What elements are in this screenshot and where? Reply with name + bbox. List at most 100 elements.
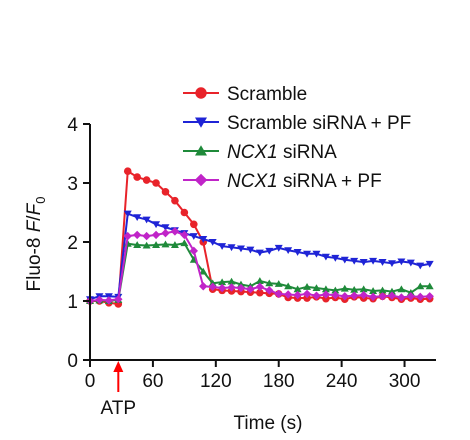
data-point [255, 277, 264, 284]
y-tick-label: 2 [67, 233, 78, 254]
data-point [208, 239, 217, 246]
atp-arrow-head [113, 361, 124, 372]
series-3 [85, 227, 434, 306]
data-point [190, 220, 198, 229]
data-point [180, 230, 189, 240]
y-axis-title-f0: F [24, 202, 45, 215]
y-tick-label: 1 [67, 292, 78, 313]
data-point [387, 291, 397, 300]
data-point [274, 280, 283, 287]
data-point [369, 287, 378, 294]
data-point [208, 282, 217, 292]
data-point [161, 240, 170, 248]
data-point [151, 230, 161, 240]
legend-item-0: Scramble [183, 84, 307, 105]
data-point [340, 292, 349, 301]
data-point [142, 231, 151, 241]
data-point [378, 286, 387, 294]
y-axis-title-f: F [24, 219, 45, 232]
legend-label: Scramble siRNA + PF [227, 113, 411, 134]
data-point [284, 282, 293, 290]
x-axis-title: Time (s) [234, 413, 303, 434]
data-point [218, 243, 227, 250]
data-point [199, 236, 208, 243]
data-point [170, 227, 180, 236]
data-point [123, 231, 132, 241]
data-point [133, 173, 141, 181]
data-point [274, 289, 283, 299]
data-point [217, 283, 227, 293]
data-point [340, 284, 349, 292]
data-point [133, 241, 142, 248]
data-point [152, 221, 161, 229]
data-point [255, 282, 265, 292]
y-axis-title-prefix: Fluo-8 [24, 232, 45, 291]
atp-label: ATP [101, 398, 137, 419]
data-point [368, 292, 378, 302]
x-tick-label: 60 [142, 371, 163, 392]
x-tick-label: 0 [85, 371, 96, 392]
data-point [378, 259, 387, 266]
data-point [416, 292, 425, 302]
y-axis-title-slash: / [24, 215, 45, 221]
data-point [331, 286, 340, 294]
data-point [350, 257, 359, 265]
data-point [180, 208, 189, 217]
data-point [284, 247, 293, 255]
data-point [416, 282, 425, 290]
data-point [274, 244, 283, 252]
data-point [406, 259, 415, 267]
y-tick-label: 4 [67, 115, 78, 136]
data-point [397, 293, 406, 302]
data-point [387, 287, 396, 295]
data-point [227, 244, 236, 252]
data-point [340, 256, 349, 264]
data-point [199, 267, 208, 275]
data-point [142, 216, 151, 224]
data-point [312, 250, 321, 258]
legend-label: Scramble [227, 84, 307, 105]
series-1 [86, 210, 434, 304]
data-point [265, 247, 274, 255]
x-tick-label: 300 [389, 371, 421, 392]
data-point [161, 188, 170, 196]
data-point [199, 282, 208, 291]
data-point [359, 290, 368, 300]
y-tick-label: 0 [67, 351, 78, 372]
data-point [95, 295, 104, 305]
data-point [114, 295, 123, 304]
data-point [312, 291, 321, 300]
data-point [350, 291, 359, 300]
data-point [170, 241, 179, 248]
data-point [255, 249, 264, 257]
legend-label: NCX1 siRNA + PF [227, 171, 382, 192]
data-point [312, 284, 321, 292]
data-point [227, 277, 236, 285]
legend-item-3: NCX1 siRNA + PF [183, 171, 382, 192]
data-point [133, 214, 142, 222]
data-point [425, 260, 434, 268]
data-point [246, 285, 255, 294]
data-point [265, 279, 274, 287]
data-point [397, 285, 406, 293]
axes: 0 1 2 3 4 0 60 120 180 240 300 [67, 115, 436, 392]
data-point [293, 285, 302, 293]
data-point [369, 257, 378, 265]
data-point [359, 259, 368, 266]
data-point [331, 290, 340, 300]
data-point [180, 239, 189, 247]
data-point [161, 224, 170, 232]
data-point [425, 292, 434, 301]
data-point [123, 167, 132, 175]
data-point [416, 262, 425, 270]
annotation: ATP [101, 361, 137, 419]
data-point [303, 283, 312, 290]
data-point [331, 254, 340, 262]
data-point [359, 285, 368, 293]
y-tick-label: 3 [67, 174, 78, 195]
data-point [246, 246, 255, 254]
data-point [142, 176, 151, 184]
series-layer [85, 167, 434, 308]
data-point [142, 241, 151, 249]
